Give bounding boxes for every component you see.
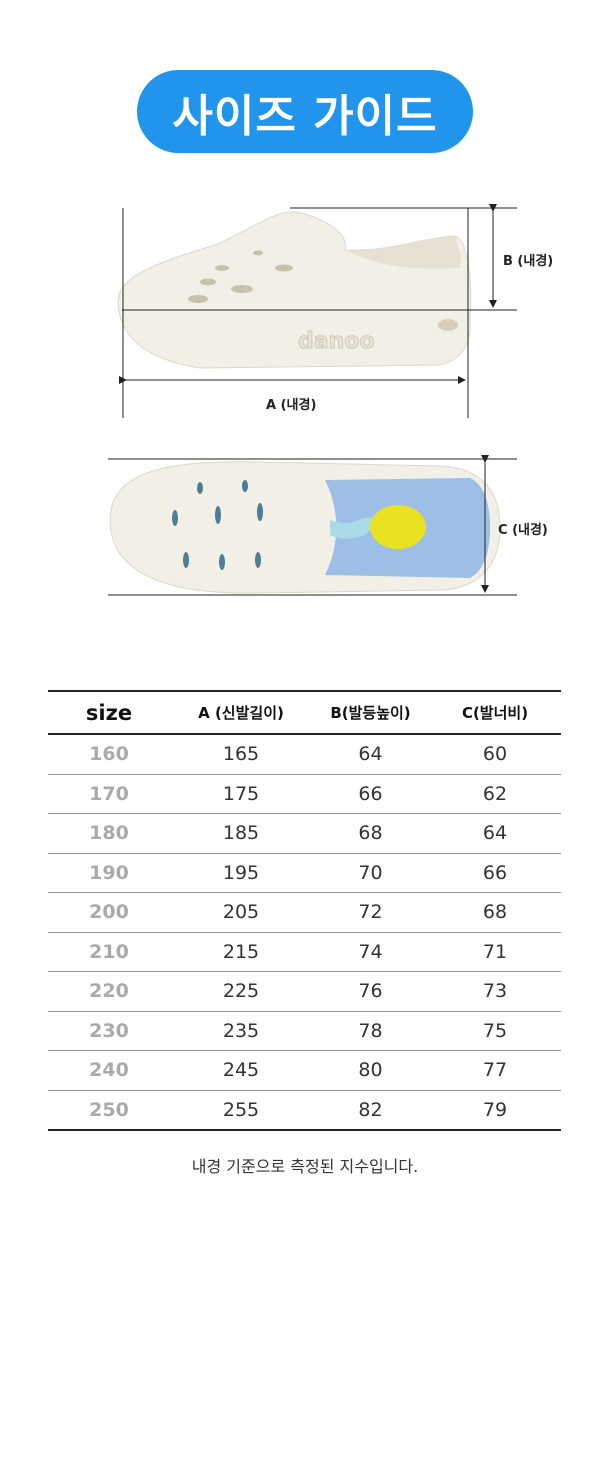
- cell-b: 74: [312, 932, 429, 972]
- page-title: 사이즈 가이드: [137, 70, 473, 153]
- cell-c: 62: [429, 774, 561, 814]
- table-row: 160 165 64 60: [48, 734, 561, 775]
- footnote: 내경 기준으로 측정된 지수입니다.: [191, 1157, 419, 1176]
- cell-b: 78: [312, 1011, 429, 1051]
- cell-b: 82: [312, 1090, 429, 1131]
- size-table: size A (신발길이) B(발등높이) C(발너비) 160 165 64 60 1…: [48, 690, 561, 1131]
- measure-lines-top: [108, 455, 517, 596]
- cell-size: 240: [48, 1050, 170, 1091]
- cell-c: 60: [429, 734, 561, 775]
- cell-a: 165: [170, 734, 312, 775]
- cell-b: 68: [312, 813, 429, 854]
- cell-size: 210: [48, 932, 170, 972]
- label-c: C (내경): [498, 523, 548, 538]
- header-a: A (신발길이): [170, 690, 312, 735]
- cell-size: 200: [48, 892, 170, 933]
- cell-size: 220: [48, 971, 170, 1012]
- cell-size: 180: [48, 813, 170, 854]
- shoe-side-image: danoo: [117, 211, 472, 369]
- shoe-top-image: [109, 461, 501, 594]
- table-row: 170 175 66 62: [48, 774, 561, 814]
- cell-size: 190: [48, 853, 170, 893]
- header-b: B(발등높이): [312, 690, 429, 735]
- cell-a: 185: [170, 813, 312, 854]
- cell-a: 255: [170, 1090, 312, 1131]
- cell-c: 79: [429, 1090, 561, 1131]
- cell-a: 175: [170, 774, 312, 814]
- cell-c: 68: [429, 892, 561, 933]
- label-b: B (내경): [503, 254, 554, 269]
- cell-b: 64: [312, 734, 429, 775]
- cell-size: 170: [48, 774, 170, 814]
- cell-b: 80: [312, 1050, 429, 1091]
- cell-a: 205: [170, 892, 312, 933]
- table-header-row: size A (신발길이) B(발등높이) C(발너비): [48, 690, 561, 735]
- cell-b: 72: [312, 892, 429, 933]
- cell-c: 64: [429, 813, 561, 854]
- cell-b: 66: [312, 774, 429, 814]
- table-row: 230 235 78 75: [48, 1011, 561, 1051]
- cell-c: 75: [429, 1011, 561, 1051]
- header-size: size: [48, 690, 170, 735]
- table-row: 180 185 68 64: [48, 813, 561, 854]
- cell-size: 250: [48, 1090, 170, 1131]
- table-row: 240 245 80 77: [48, 1050, 561, 1091]
- header-c: C(발너비): [429, 690, 561, 735]
- cell-a: 215: [170, 932, 312, 972]
- cell-c: 66: [429, 853, 561, 893]
- cell-a: 225: [170, 971, 312, 1012]
- table-row: 220 225 76 73: [48, 971, 561, 1012]
- table-row: 200 205 72 68: [48, 892, 561, 933]
- brand-emboss: danoo: [298, 329, 374, 354]
- shoe-side-view-diagram: danoo: [117, 204, 517, 418]
- cell-c: 73: [429, 971, 561, 1012]
- cell-size: 230: [48, 1011, 170, 1051]
- label-a: A (내경): [266, 398, 317, 413]
- cell-size: 160: [48, 734, 170, 775]
- cell-b: 70: [312, 853, 429, 893]
- cell-a: 245: [170, 1050, 312, 1091]
- cell-c: 71: [429, 932, 561, 972]
- table-row: 190 195 70 66: [48, 853, 561, 893]
- table-row: 210 215 74 71: [48, 932, 561, 972]
- measure-lines: [119, 204, 517, 418]
- cell-a: 235: [170, 1011, 312, 1051]
- table-row: 250 255 82 79: [48, 1090, 561, 1131]
- cell-a: 195: [170, 853, 312, 893]
- cell-b: 76: [312, 971, 429, 1012]
- shoe-top-view-diagram: [108, 455, 517, 596]
- cell-c: 77: [429, 1050, 561, 1091]
